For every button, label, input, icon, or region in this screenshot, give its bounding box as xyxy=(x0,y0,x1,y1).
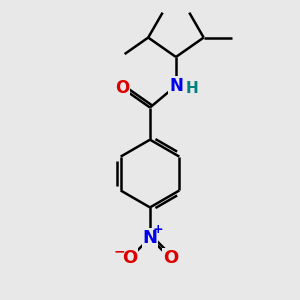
Text: N: N xyxy=(142,229,158,247)
Text: O: O xyxy=(115,79,129,97)
Text: −: − xyxy=(113,244,125,258)
Text: +: + xyxy=(153,223,163,236)
Text: H: H xyxy=(186,81,199,96)
Text: O: O xyxy=(163,249,178,267)
Text: N: N xyxy=(169,77,183,95)
Text: O: O xyxy=(122,249,137,267)
